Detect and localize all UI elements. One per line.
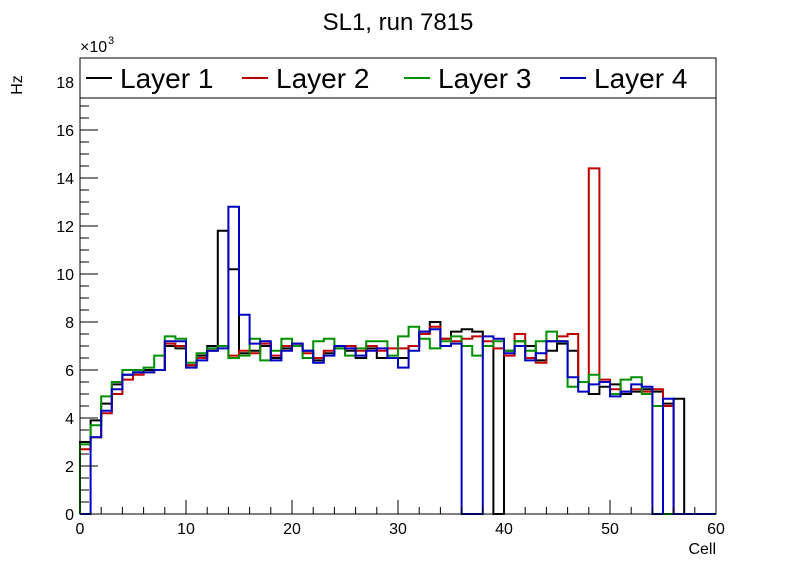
legend-label-layer-4: Layer 4: [594, 63, 687, 94]
x-tick-label: 30: [389, 521, 407, 538]
y-tick-label: 4: [65, 411, 74, 428]
x-tick-label: 0: [76, 521, 85, 538]
x-tick-label: 20: [283, 521, 301, 538]
legend-label-layer-1: Layer 1: [120, 63, 213, 94]
x-tick-label: 40: [495, 521, 513, 538]
legend-label-layer-2: Layer 2: [276, 63, 369, 94]
series-line-layer-4: [80, 205, 716, 515]
legend-box: [79, 57, 717, 99]
series-layer: [79, 167, 716, 515]
axes-layer: 0 10 20 30 40 50 60 0 2 4 6 8 10 12 14 16 18: [56, 57, 725, 538]
y-exponent-power: 3: [108, 35, 114, 47]
x-axis-label: Cell: [688, 541, 716, 558]
y-exponent-base: ×10: [80, 39, 107, 56]
y-tick-label: 16: [56, 123, 74, 140]
y-tick-label: 6: [65, 363, 74, 380]
chart-title: SL1, run 7815: [323, 9, 474, 36]
y-tick-label: 0: [65, 507, 74, 524]
y-tick-label: 2: [65, 459, 74, 476]
y-axis-label: Hz: [9, 75, 26, 95]
x-tick-label: 10: [177, 521, 195, 538]
legend-label-layer-3: Layer 3: [438, 63, 531, 94]
y-tick-label: 10: [56, 267, 74, 284]
y-tick-label: 12: [56, 219, 74, 236]
x-tick-label: 50: [601, 521, 619, 538]
x-tick-label: 60: [707, 521, 725, 538]
y-tick-label: 18: [56, 75, 74, 92]
y-exponent: ×10 3: [80, 35, 114, 56]
y-tick-label: 14: [56, 171, 74, 188]
y-tick-label: 8: [65, 315, 74, 332]
legend: Layer 1 Layer 2 Layer 3 Layer 4: [79, 57, 717, 99]
